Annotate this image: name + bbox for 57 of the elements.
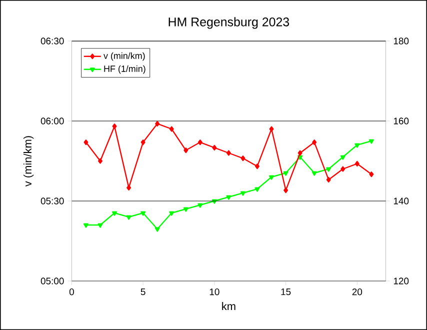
point xyxy=(154,227,160,232)
y-tick-label: 05:30 xyxy=(40,198,64,204)
point xyxy=(169,126,174,132)
point xyxy=(212,144,217,151)
y2-tick-label: 160 xyxy=(394,118,409,124)
point xyxy=(226,195,232,200)
point xyxy=(198,139,202,146)
y2-tick-label: 120 xyxy=(394,278,409,284)
point xyxy=(354,143,360,148)
point xyxy=(312,139,317,146)
point xyxy=(184,147,188,154)
point xyxy=(84,139,88,146)
point xyxy=(198,203,203,208)
point xyxy=(126,184,132,191)
x-tick-label: 10 xyxy=(210,288,220,296)
point xyxy=(354,160,360,167)
point xyxy=(240,155,246,162)
point xyxy=(298,150,302,156)
point xyxy=(340,166,346,172)
x-tick-label: 15 xyxy=(281,288,291,296)
legend-label: HF (1/min) xyxy=(104,65,146,74)
x-tick-label: 0 xyxy=(69,288,74,296)
point xyxy=(269,175,274,180)
point xyxy=(140,211,146,216)
point xyxy=(140,139,146,146)
y-tick-label: 06:30 xyxy=(40,38,64,44)
y2-tick-label: 180 xyxy=(394,38,409,44)
point xyxy=(312,171,317,176)
point xyxy=(83,223,88,228)
point xyxy=(169,211,174,216)
y-tick-label: 06:00 xyxy=(40,118,64,124)
point xyxy=(226,150,231,156)
point xyxy=(126,215,132,220)
point xyxy=(326,176,331,183)
point xyxy=(284,187,288,194)
point xyxy=(340,155,346,160)
y-axis-title: v (min/km) xyxy=(23,136,34,187)
point xyxy=(369,171,374,178)
point xyxy=(240,191,246,196)
point xyxy=(326,167,332,172)
point xyxy=(254,187,260,192)
point xyxy=(269,126,274,132)
point xyxy=(98,223,103,228)
point xyxy=(155,120,160,127)
point xyxy=(98,158,102,164)
point xyxy=(112,123,117,130)
point xyxy=(183,207,188,212)
x-tick-label: 20 xyxy=(352,288,362,296)
point xyxy=(283,171,288,176)
point xyxy=(368,139,374,144)
x-axis-title: km xyxy=(222,302,236,310)
y-tick-label: 05:00 xyxy=(40,278,64,284)
chart-title: HM Regensburg 2023 xyxy=(168,17,290,29)
x-tick-label: 5 xyxy=(140,288,146,296)
point xyxy=(112,211,118,216)
y2-tick-label: 140 xyxy=(394,198,409,204)
legend-label: v (min/km) xyxy=(104,52,145,61)
